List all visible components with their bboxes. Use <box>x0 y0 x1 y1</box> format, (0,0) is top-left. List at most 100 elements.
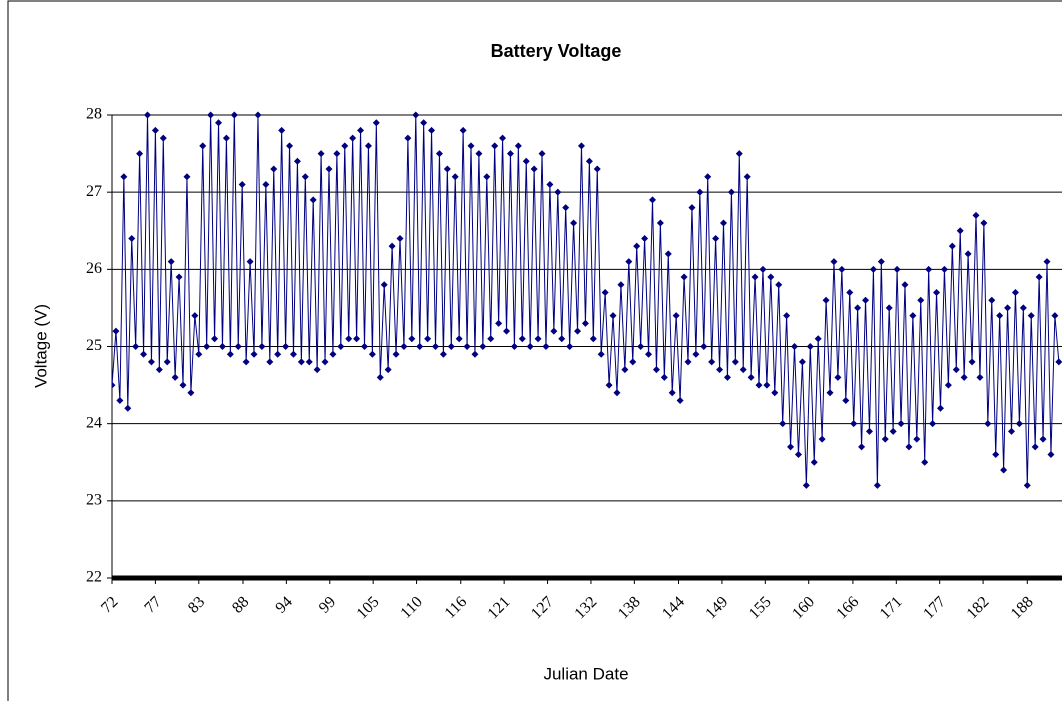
data-point <box>313 366 321 374</box>
data-point <box>321 358 329 366</box>
data-point <box>865 427 873 435</box>
data-point <box>1043 258 1051 266</box>
data-point <box>798 358 806 366</box>
y-tick-label: 28 <box>86 106 102 123</box>
data-point <box>167 258 175 266</box>
data-point <box>341 142 349 150</box>
data-point <box>155 366 163 374</box>
data-point <box>112 327 120 335</box>
data-point <box>613 389 621 397</box>
data-point <box>238 180 246 188</box>
data-point <box>305 358 313 366</box>
data-point <box>936 404 944 412</box>
data-point <box>779 420 787 428</box>
data-point <box>286 142 294 150</box>
data-point <box>329 350 337 358</box>
data-point <box>925 265 933 273</box>
data-point <box>345 335 353 343</box>
data-point <box>621 366 629 374</box>
data-point <box>972 211 980 219</box>
data-point <box>625 258 633 266</box>
x-tick-label: 182 <box>964 593 993 622</box>
data-point <box>609 312 617 320</box>
data-point <box>641 234 649 242</box>
data-point <box>940 265 948 273</box>
data-point <box>956 227 964 235</box>
data-point <box>262 180 270 188</box>
data-point <box>617 281 625 289</box>
data-point <box>191 312 199 320</box>
x-tick-label: 155 <box>746 593 775 622</box>
data-point <box>408 335 416 343</box>
data-point <box>767 273 775 281</box>
data-point <box>704 173 712 181</box>
data-point <box>309 196 317 204</box>
data-point <box>534 335 542 343</box>
data-point <box>869 265 877 273</box>
data-point <box>905 443 913 451</box>
data-point <box>929 420 937 428</box>
data-point <box>672 312 680 320</box>
data-point <box>282 343 290 350</box>
data-point <box>451 173 459 181</box>
data-point <box>712 234 720 242</box>
data-point <box>171 373 179 381</box>
data-point <box>522 157 530 165</box>
data-point <box>731 358 739 366</box>
data-point <box>944 381 952 389</box>
data-point <box>175 273 183 281</box>
data-point <box>128 234 136 242</box>
x-tick-label: 83 <box>185 593 208 616</box>
data-point <box>751 273 759 281</box>
data-point <box>207 111 215 119</box>
data-point <box>680 273 688 281</box>
data-point <box>388 242 396 250</box>
data-point <box>518 335 526 343</box>
data-point <box>727 188 735 196</box>
x-tick-label: 94 <box>272 593 295 616</box>
data-point <box>589 335 597 343</box>
data-point <box>787 443 795 451</box>
data-point <box>566 343 574 350</box>
data-point <box>834 373 842 381</box>
data-point <box>293 157 301 165</box>
x-tick-label: 138 <box>615 593 644 622</box>
data-point <box>218 343 226 350</box>
data-point <box>116 397 124 405</box>
x-tick-label: 188 <box>1008 593 1037 622</box>
data-point <box>700 343 708 350</box>
data-point <box>333 150 341 158</box>
data-point <box>688 204 696 212</box>
data-point <box>392 350 400 358</box>
data-point <box>964 250 972 258</box>
data-point <box>716 366 724 374</box>
x-tick-label: 144 <box>659 593 688 622</box>
data-point <box>822 296 830 304</box>
data-point <box>250 350 258 358</box>
data-point <box>1039 435 1047 443</box>
x-tick-label: 166 <box>833 593 862 622</box>
data-point <box>802 481 810 489</box>
data-point <box>144 111 152 119</box>
data-point <box>258 343 266 350</box>
data-point <box>889 427 897 435</box>
y-tick-label: 23 <box>86 492 102 509</box>
data-point <box>526 343 534 350</box>
data-point <box>759 265 767 273</box>
data-point <box>463 343 471 350</box>
data-point <box>420 119 428 127</box>
y-axis-label: Voltage (V) <box>31 304 50 388</box>
data-point <box>443 165 451 173</box>
x-tick-label: 72 <box>98 593 121 616</box>
x-tick-label: 132 <box>571 593 600 622</box>
x-tick-label: 177 <box>920 593 949 622</box>
data-point <box>562 204 570 212</box>
data-point <box>652 366 660 374</box>
data-point <box>601 288 609 296</box>
data-point <box>467 142 475 150</box>
data-point <box>968 358 976 366</box>
data-point <box>112 381 116 389</box>
data-point <box>885 304 893 312</box>
data-point <box>909 312 917 320</box>
